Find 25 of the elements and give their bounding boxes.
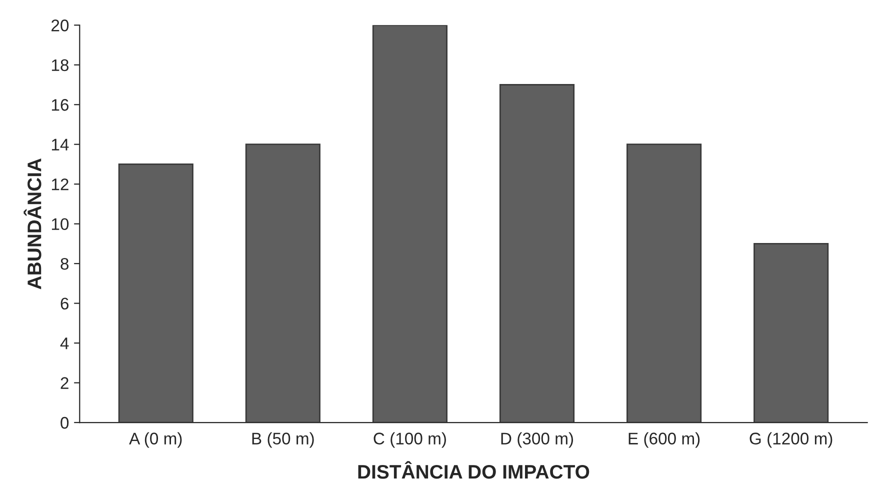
bar	[118, 164, 194, 423]
bar	[626, 144, 702, 423]
bar	[499, 84, 575, 423]
x-tick-label: A (0 m)	[129, 432, 182, 448]
y-tick-label: 16	[52, 99, 69, 111]
y-tick-label: 14	[52, 138, 69, 150]
x-axis-title: DISTÂNCIA DO IMPACTO	[358, 461, 590, 479]
y-tick-label: 20	[52, 20, 69, 32]
x-tick-label: E (600 m)	[628, 432, 700, 448]
bar	[754, 243, 829, 423]
bar	[245, 144, 320, 423]
x-tick-label: B (50 m)	[252, 432, 314, 448]
y-tick-label: 4	[60, 338, 69, 350]
y-tick-label: 10	[52, 218, 69, 230]
y-tick-label: 18	[52, 59, 69, 72]
y-tick-label: 0	[60, 416, 69, 429]
bar	[372, 25, 448, 423]
y-axis-title: ABUNDÂNCIA	[24, 158, 42, 290]
y-tick-label: 6	[60, 298, 68, 310]
x-tick-label: G (1200 m)	[750, 432, 832, 448]
x-tick-label: D (300 m)	[501, 432, 574, 448]
y-tick-label: 2	[60, 377, 68, 389]
y-tick-label: 12	[52, 178, 68, 190]
y-tick-label: 8	[60, 258, 69, 270]
x-tick-label: C (100 m)	[374, 432, 446, 448]
